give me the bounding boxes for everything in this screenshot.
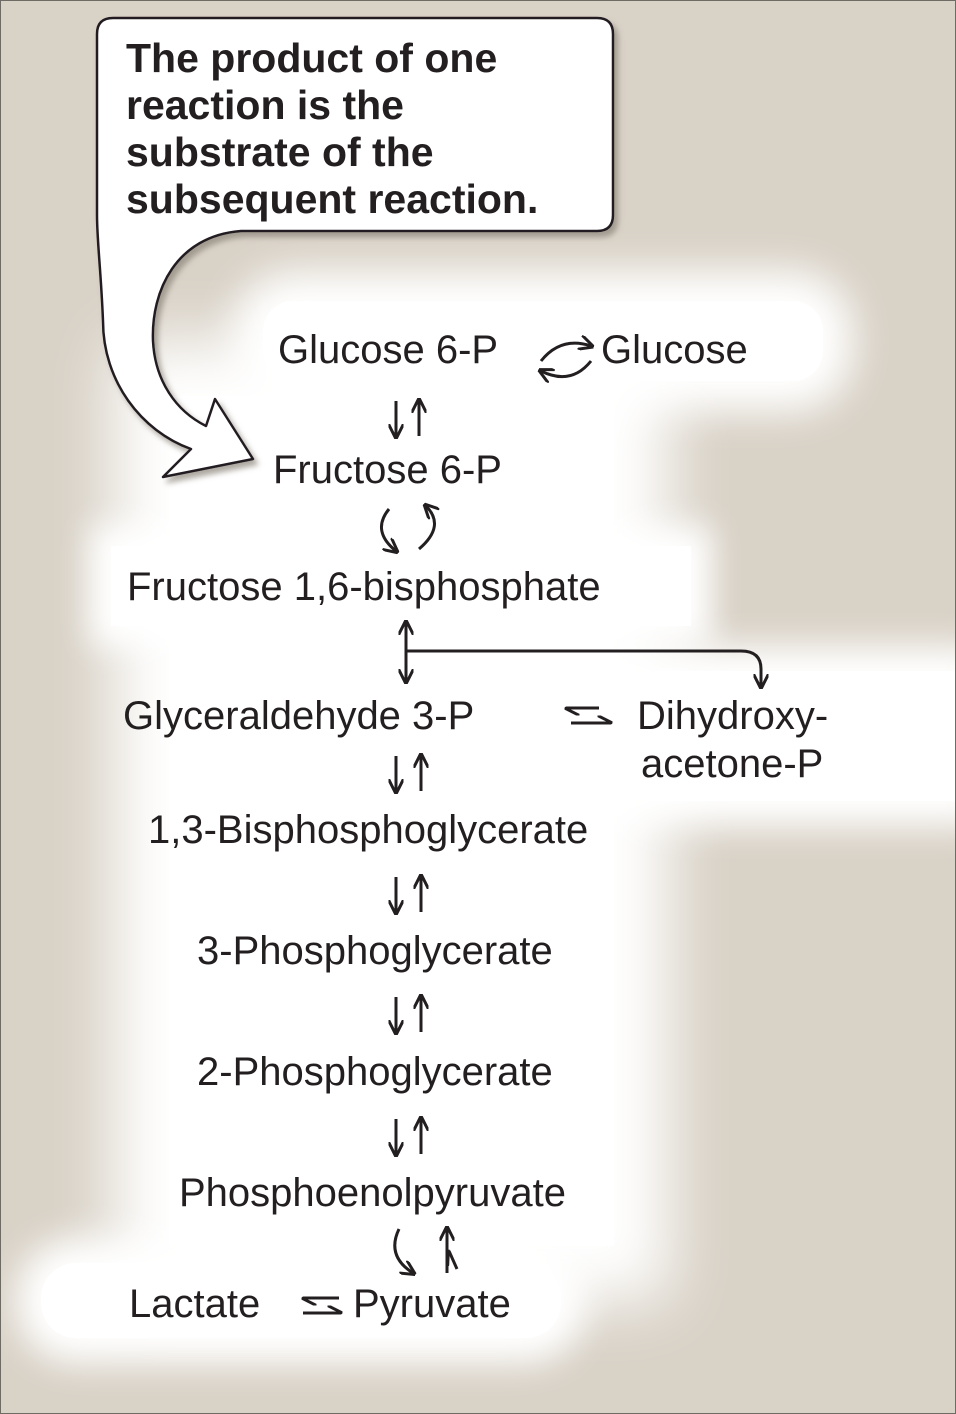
reversible-arrow-2 [396, 756, 421, 791]
curved-arrows-pfk [380, 506, 434, 551]
label-13-bisphosphoglycerate: 1,3-Bisphosphoglycerate [148, 808, 589, 852]
reversible-arrow-3 [396, 877, 421, 912]
callout-text: The product of one reaction is the subst… [126, 35, 606, 223]
label-glucose-6p: Glucose 6-P [278, 328, 499, 372]
ldh-arrows [303, 1296, 341, 1315]
isomerase-arrows [566, 706, 611, 725]
highlight-glow-dhap [601, 671, 955, 801]
aldolase-split-arrow [406, 623, 761, 686]
pyruvate-kinase-arrows [393, 1229, 459, 1273]
label-glyceraldehyde-3p: Glyceraldehyde 3-P [123, 694, 475, 738]
callout-bubble [95, 16, 615, 479]
label-glucose: Glucose [601, 328, 748, 372]
callout-line: The product of one [126, 35, 498, 81]
callout-line: subsequent reaction. [126, 176, 539, 222]
label-2-phosphoglycerate: 2-Phosphoglycerate [197, 1050, 553, 1094]
highlight-glow-top [263, 301, 823, 381]
reversible-arrow-5 [396, 1119, 421, 1154]
label-lactate: Lactate [129, 1282, 261, 1326]
label-fructose-16bp: Fructose 1,6-bisphosphate [127, 565, 601, 609]
highlight-glow-bottom [41, 1263, 561, 1338]
label-phosphoenolpyruvate: Phosphoenolpyruvate [179, 1171, 566, 1215]
highlight-glow-row [111, 546, 691, 626]
callout-shape [95, 16, 615, 479]
reversible-arrow-4 [396, 997, 421, 1032]
callout-line: reaction is the [126, 82, 404, 128]
reversible-arrow-1 [396, 401, 419, 436]
label-dhap-line1: Dihydroxy- [637, 694, 829, 738]
label-pyruvate: Pyruvate [353, 1282, 511, 1326]
label-fructose-6p: Fructose 6-P [273, 448, 502, 492]
label-3-phosphoglycerate: 3-Phosphoglycerate [197, 929, 553, 973]
glucose-curved-arrows [541, 343, 591, 376]
callout-line: substrate of the [126, 129, 434, 175]
label-dhap-line2: acetone-P [641, 742, 824, 786]
